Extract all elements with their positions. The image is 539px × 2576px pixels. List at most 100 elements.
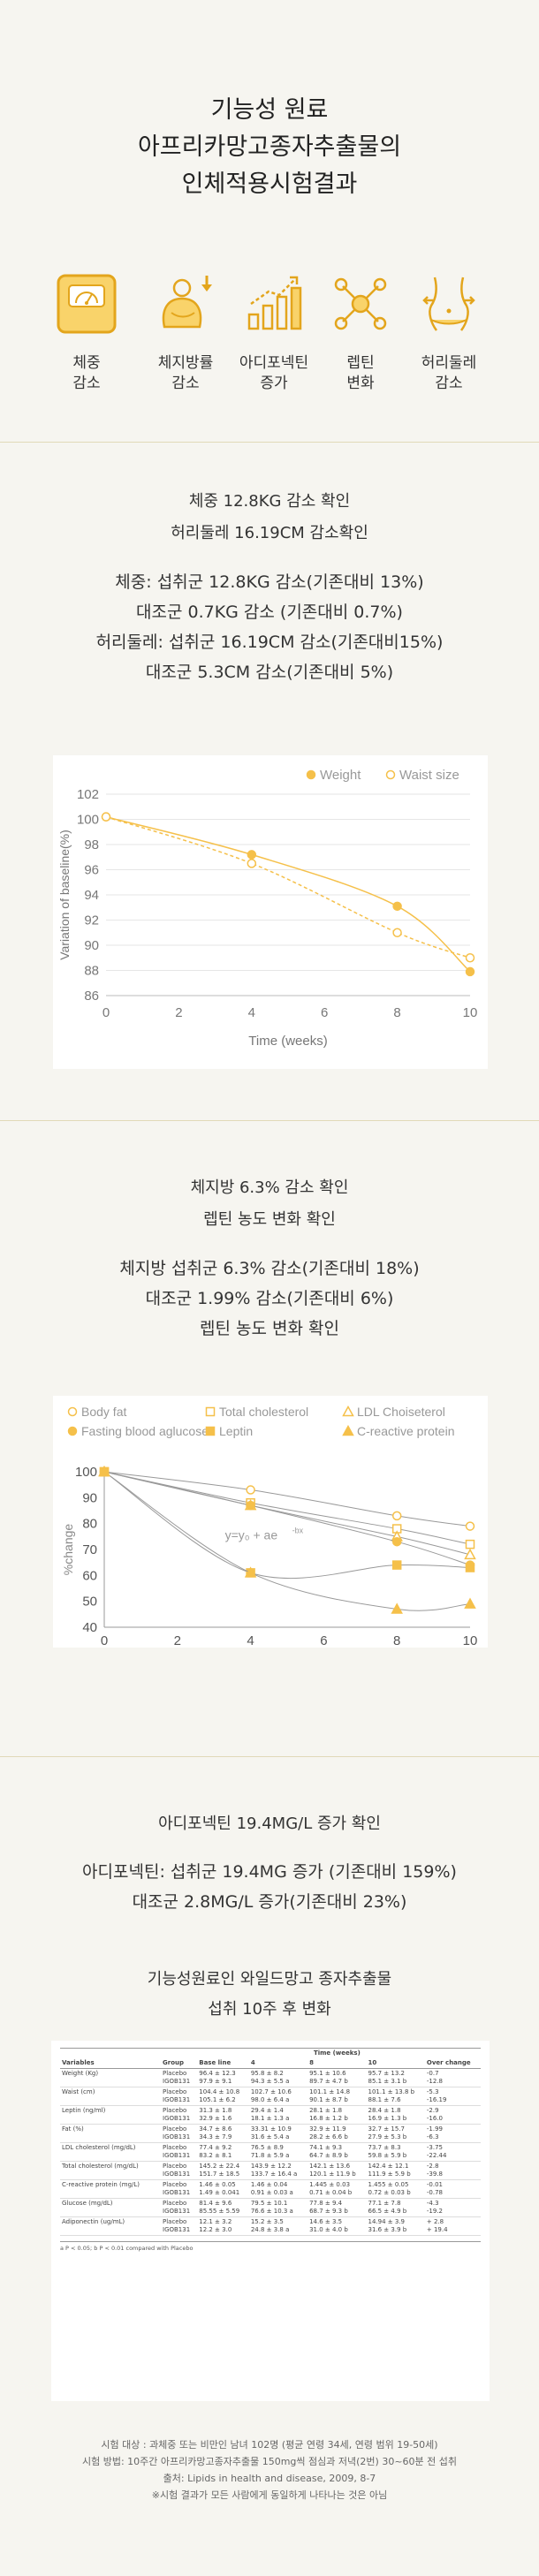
table-header-cell: Group — [163, 2059, 185, 2066]
cell-value: -6.3 — [426, 2133, 439, 2140]
table-cell-w10: 1.455 ± 0.05 0.72 ± 0.03 b — [366, 2180, 424, 2199]
table-cell-w10: 77.1 ± 7.8 66.5 ± 4.9 b — [366, 2199, 424, 2217]
variable-cell: Weight (Kg) — [62, 2070, 99, 2077]
table-header-cell: 4 — [250, 2059, 255, 2066]
cell-value: 77.4 ± 9.2 — [199, 2144, 232, 2151]
title-line-2: 아프리카망고종자추출물의 — [137, 133, 402, 161]
title-line-1: 기능성 원료 — [210, 96, 329, 124]
table-row: Total cholesterol (mg/dL) Placebo IGOB131 1… — [60, 2162, 481, 2180]
table-header-cell: Over change — [426, 2059, 471, 2066]
legend-label: Fasting blood aglucose — [81, 1424, 209, 1438]
cell-value: Placebo — [163, 2107, 187, 2114]
data-point — [465, 1539, 475, 1549]
legend-label: Body fat — [81, 1405, 126, 1419]
table-header-cell: 8 — [309, 2059, 314, 2066]
section2-details: 체지방 섭취군 6.3% 감소(기존대비 18%) 대조군 1.99% 감소(기… — [119, 1259, 420, 1338]
title-line-3: 인체적용시험결과 — [181, 170, 358, 198]
x-tick-label: 8 — [393, 1633, 400, 1648]
cell-value: 102.7 ± 10.6 — [250, 2088, 292, 2095]
cell-value: 31.6 ± 5.4 a — [250, 2133, 290, 2140]
cell-value: 83.2 ± 8.1 — [199, 2152, 232, 2159]
data-point — [101, 812, 111, 822]
cell-value: 16.8 ± 1.2 b — [309, 2115, 348, 2122]
table-row: C-reactive protein (mg/L) Placebo IGOB131 1… — [60, 2180, 481, 2199]
biomarker-chart-card: 100 90 80 70 60 50 40 0 2 4 6 8 10 %change y=y₀ + ae -b… — [53, 1396, 488, 1648]
cell-value: -0.78 — [426, 2189, 444, 2196]
biomarker-chart: 100 90 80 70 60 50 40 0 2 4 6 8 10 %change y=y₀ + ae -b… — [61, 1405, 477, 1648]
cell-value: 142.4 ± 12.1 — [368, 2163, 409, 2170]
x-tick-label: 6 — [321, 1005, 328, 1020]
variable-cell: Adiponectin (ug/mL) — [62, 2218, 125, 2225]
cell-value: 18.1 ± 1.3 a — [250, 2115, 290, 2122]
table-cell-w4: 1.46 ± 0.04 0.91 ± 0.03 a — [249, 2180, 307, 2199]
chart-up-icon — [244, 274, 304, 334]
cell-value: -3.75 — [426, 2144, 444, 2151]
legend-label: C-reactive protein — [357, 1424, 455, 1438]
table-cell-groups: Placebo IGOB131 — [161, 2143, 197, 2162]
cell-value: 14.6 ± 3.5 — [309, 2218, 343, 2225]
cell-value: 1.49 ± 0.041 — [199, 2189, 240, 2196]
cell-value: 32.9 ± 1.6 — [199, 2115, 232, 2122]
cell-value: Placebo — [163, 2070, 187, 2077]
y-axis-label: Variation of baseline(%) — [57, 830, 72, 960]
icon-label-body-fat: 체지방률 감소 — [157, 354, 214, 392]
table-cell-w10: 73.7 ± 8.3 59.8 ± 5.9 b — [366, 2143, 424, 2162]
table-cell-w10: 95.7 ± 13.2 85.1 ± 3.1 b — [366, 2069, 424, 2087]
cell-value: 59.8 ± 5.9 b — [368, 2152, 407, 2159]
page-title: 기능성 원료 아프리카망고종자추출물의 인체적용시험결과 — [0, 92, 539, 203]
data-point — [465, 1563, 475, 1572]
cell-value: IGOB131 — [163, 2133, 191, 2140]
table-row: Adiponectin (ug/mL) Placebo IGOB131 12.1 ± … — [60, 2217, 481, 2236]
cell-value: 85.55 ± 5.59 — [199, 2208, 240, 2215]
cell-value: IGOB131 — [163, 2189, 191, 2196]
cell-value: IGOB131 — [163, 2115, 191, 2122]
table-cell-w4: 76.5 ± 8.9 71.8 ± 5.9 a — [249, 2143, 307, 2162]
cell-value: 66.5 ± 4.9 b — [368, 2208, 407, 2215]
cell-value: 143.9 ± 12.2 — [250, 2163, 292, 2170]
table-row: Waist (cm) Placebo IGOB131 104.4 ± 10.8 105.… — [60, 2087, 481, 2106]
icon-label-leptin: 렙틴 변화 — [346, 354, 375, 392]
table-cell-w4: 33.31 ± 10.9 31.6 ± 5.4 a — [249, 2125, 307, 2143]
cell-value: 16.9 ± 1.3 b — [368, 2115, 407, 2122]
table-footnote: a P < 0.05; b P < 0.01 compared with Pla… — [60, 2241, 481, 2252]
table-cell-change: + 2.8 + 19.4 — [425, 2217, 481, 2236]
table-cell-w4: 29.4 ± 1.4 18.1 ± 1.3 a — [249, 2106, 307, 2125]
table-cell-base: 81.4 ± 9.6 85.55 ± 5.59 — [197, 2199, 249, 2217]
molecule-icon — [330, 274, 391, 334]
y-tick-label: 88 — [84, 964, 99, 979]
table-cell-w10: 101.1 ± 13.8 b 88.1 ± 7.6 — [366, 2087, 424, 2106]
cell-value: 28.4 ± 1.8 — [368, 2107, 401, 2114]
cell-value: 28.1 ± 1.8 — [309, 2107, 343, 2114]
series-line-1 — [105, 815, 471, 973]
table-cell-base: 34.7 ± 8.6 34.3 ± 7.9 — [197, 2125, 249, 2143]
series-line-2 — [103, 1471, 471, 1545]
legend-marker — [342, 1424, 354, 1436]
y-axis-label: %change — [61, 1524, 75, 1576]
legend-marker — [306, 769, 316, 780]
data-point — [465, 966, 475, 977]
cell-value: 24.8 ± 3.8 a — [250, 2226, 290, 2233]
cell-value: 28.2 ± 6.6 b — [309, 2133, 348, 2140]
data-point — [246, 1485, 255, 1495]
x-tick-label: 4 — [247, 1633, 254, 1648]
cell-value: -4.3 — [426, 2200, 439, 2207]
x-tick-label: 8 — [393, 1005, 400, 1020]
legend-marker — [67, 1406, 78, 1417]
table-cell-groups: Placebo IGOB131 — [161, 2199, 197, 2217]
x-tick-label: 4 — [248, 1005, 255, 1020]
cell-value: 142.1 ± 13.6 — [309, 2163, 351, 2170]
cell-value: 12.1 ± 3.2 — [199, 2218, 232, 2225]
cell-value: -12.8 — [426, 2078, 444, 2085]
cell-value: -16.0 — [426, 2115, 444, 2122]
divider-3 — [0, 1756, 539, 1757]
x-tick-label: 10 — [463, 1005, 478, 1020]
table-cell-w10: 142.4 ± 12.1 111.9 ± 5.9 b — [366, 2162, 424, 2180]
table-cell-w10: 32.7 ± 15.7 27.9 ± 5.3 b — [366, 2125, 424, 2143]
x-tick-label: 2 — [175, 1005, 182, 1020]
data-point — [392, 928, 402, 937]
cell-value: Placebo — [163, 2125, 187, 2133]
cell-value: Placebo — [163, 2200, 187, 2207]
table-cell-change: -5.3 -16.19 — [425, 2087, 481, 2106]
series-line-5 — [103, 1471, 471, 1580]
cell-value: 15.2 ± 3.5 — [250, 2218, 284, 2225]
